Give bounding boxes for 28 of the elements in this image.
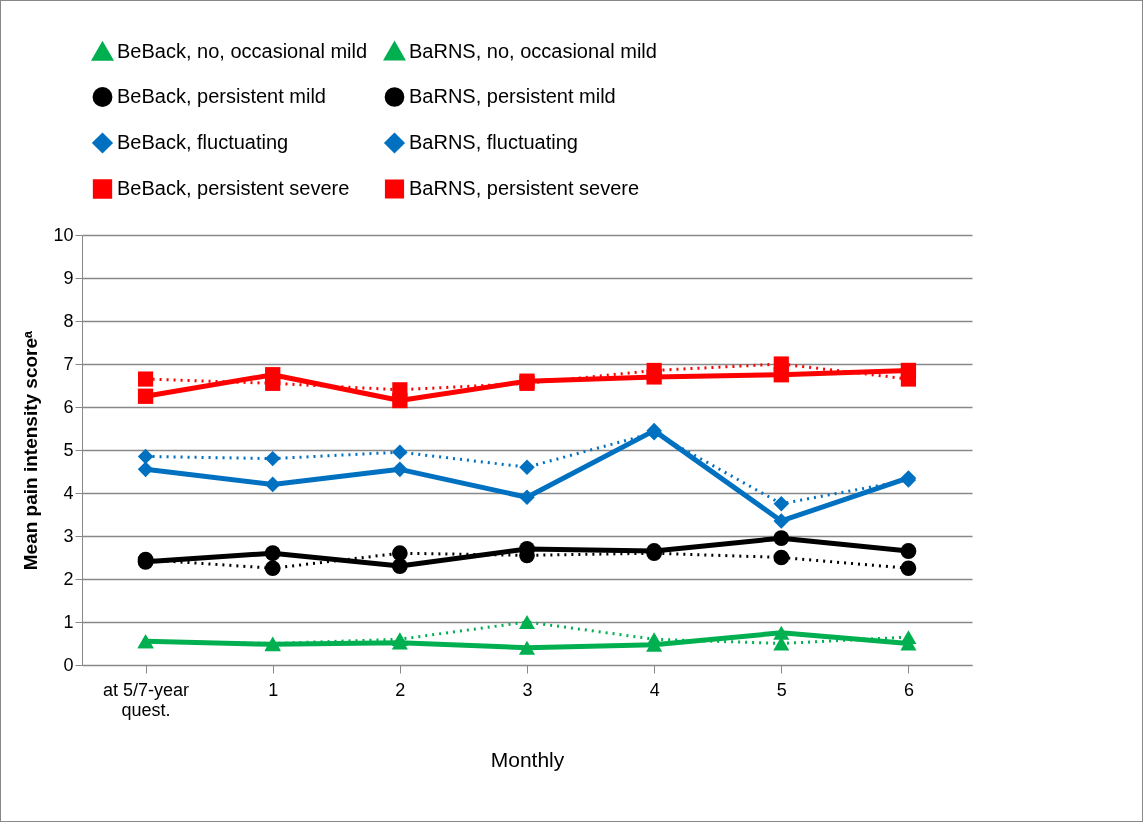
legend-label: BaRNS, persistent severe <box>409 177 640 199</box>
legend-label: BeBack, persistent mild <box>117 85 326 107</box>
x-tick-label: 2 <box>395 679 406 700</box>
legend-label: BaRNS, persistent mild <box>409 85 616 107</box>
y-tick-label: 8 <box>63 310 74 331</box>
legend-label: BeBack, no, occasional mild <box>117 39 368 62</box>
x-tick-label: 5 <box>776 679 787 700</box>
y-tick-label: 6 <box>63 396 74 417</box>
y-tick-label: 9 <box>63 267 74 288</box>
x-tick-label: at 5/7-year quest. <box>103 679 190 720</box>
y-axis-title: Mean pain intensity scoreᵃ <box>20 329 42 571</box>
y-tick-label: 1 <box>63 611 74 632</box>
x-axis-title: Monthly <box>490 747 565 771</box>
y-tick-label: 0 <box>63 654 74 675</box>
y-tick-label: 2 <box>63 568 74 589</box>
legend-label: BeBack, fluctuating <box>117 131 289 153</box>
x-tick-label: 4 <box>649 679 660 700</box>
x-tick-label: 1 <box>268 679 279 700</box>
legend-label: BeBack, persistent severe <box>117 177 350 199</box>
legend-label: BaRNS, fluctuating <box>409 131 578 153</box>
y-tick-label: 4 <box>63 482 74 503</box>
y-tick-label: 10 <box>53 224 74 245</box>
legend-label: BaRNS, no, occasional mild <box>409 39 657 62</box>
y-tick-label: 3 <box>63 525 74 546</box>
y-tick-label: 5 <box>63 439 74 460</box>
x-tick-label: 3 <box>522 679 533 700</box>
x-tick-label: 6 <box>903 679 914 700</box>
y-tick-label: 7 <box>63 353 74 374</box>
